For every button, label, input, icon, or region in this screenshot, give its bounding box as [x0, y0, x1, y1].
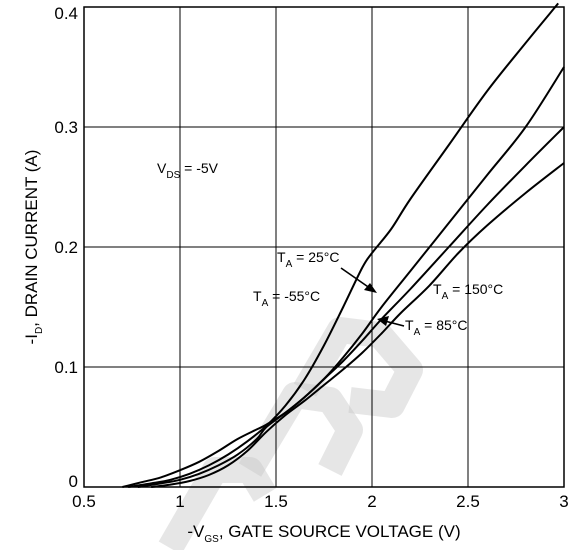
label-ta-25c: TA = 25°C	[277, 249, 339, 270]
grid	[84, 7, 564, 487]
curves	[122, 2, 565, 488]
y-tick-label: 0.4	[54, 4, 78, 23]
x-axis-title: -VGS, GATE SOURCE VOLTAGE (V)	[187, 522, 460, 545]
curve-ta-25c	[128, 2, 559, 488]
label-ta-85c: TA = 85°C	[405, 317, 467, 338]
x-tick-label: 0.5	[72, 492, 96, 511]
x-tick-label: 2.5	[456, 492, 480, 511]
y-tick-labels: 0 0.1 0.2 0.3 0.4	[54, 4, 78, 491]
arrowhead-ta-25c	[364, 283, 377, 293]
plot-frame	[83, 6, 565, 488]
x-tick-label: 2	[367, 492, 376, 511]
watermark-stroke-1	[158, 457, 277, 550]
condition-label: VDS = -5V	[157, 160, 219, 181]
x-tick-label: 1	[175, 492, 184, 511]
watermark	[158, 317, 423, 550]
y-tick-label: 0.3	[54, 118, 78, 137]
y-tick-label: 0	[69, 472, 78, 491]
label-ta-150c: TA = 150°C	[433, 281, 503, 302]
label-ta-minus55c: TA = -55°C	[253, 288, 320, 309]
arrowhead-ta-85c	[377, 316, 389, 326]
y-axis-title: -ID, DRAIN CURRENT (A)	[22, 150, 45, 345]
y-tick-label: 0.1	[54, 358, 78, 377]
y-tick-label: 0.2	[54, 238, 78, 257]
x-tick-labels: 0.5 1 1.5 2 2.5 3	[72, 492, 569, 511]
curve-ta-150c	[151, 162, 565, 488]
curve-ta-85c	[137, 126, 565, 488]
x-tick-label: 1.5	[264, 492, 288, 511]
watermark-stroke-3	[293, 317, 423, 418]
x-tick-label: 3	[559, 492, 568, 511]
